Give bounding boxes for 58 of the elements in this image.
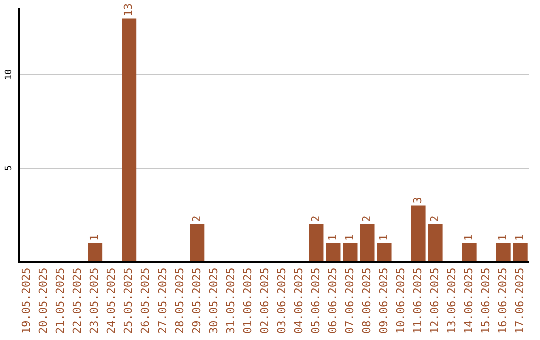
x-tick-label: 31.05.2025 — [224, 268, 238, 334]
x-tick-label: 07.06.2025 — [343, 268, 356, 334]
x-tick-label: 11.06.2025 — [411, 268, 424, 334]
x-tick-label: 10.06.2025 — [394, 268, 408, 334]
data-label: 2 — [360, 216, 374, 222]
x-tick-label: 15.06.2025 — [479, 268, 492, 334]
bar — [190, 224, 205, 262]
data-label: 1 — [343, 234, 356, 242]
x-tick-label: 25.05.2025 — [122, 268, 136, 334]
data-label: 1 — [462, 234, 476, 242]
bar — [462, 243, 477, 262]
x-tick-label: 19.05.2025 — [20, 268, 34, 334]
y-tick-label: 5 — [4, 166, 15, 172]
x-tick-label: 22.05.2025 — [71, 268, 84, 334]
data-label: 1 — [377, 234, 390, 242]
bar — [513, 243, 528, 262]
x-tick-label: 28.05.2025 — [173, 268, 186, 334]
x-tick-label: 12.06.2025 — [428, 268, 442, 334]
bar — [411, 206, 426, 262]
x-tick-label: 08.06.2025 — [360, 268, 374, 334]
x-tick-label: 06.06.2025 — [326, 268, 340, 334]
bar — [88, 243, 103, 262]
x-tick-label: 05.06.2025 — [309, 268, 322, 334]
data-label: 1 — [496, 234, 510, 242]
data-label: 13 — [122, 3, 136, 17]
x-tick-label: 16.06.2025 — [496, 268, 510, 334]
x-tick-label: 23.05.2025 — [88, 268, 102, 334]
bar — [428, 224, 443, 262]
x-tick-label: 14.06.2025 — [462, 268, 476, 334]
x-tick-label: 26.05.2025 — [139, 268, 152, 334]
x-tick-label: 01.06.2025 — [241, 268, 254, 334]
bar — [360, 224, 375, 262]
data-label: 1 — [326, 234, 340, 242]
bar — [326, 243, 341, 262]
x-tick-label: 17.06.2025 — [513, 268, 526, 334]
data-label: 2 — [309, 216, 322, 222]
bar — [122, 18, 137, 262]
data-label: 2 — [428, 216, 442, 222]
x-tick-label: 27.05.2025 — [156, 268, 170, 334]
x-tick-label: 21.05.2025 — [54, 268, 68, 334]
x-tick-label: 09.06.2025 — [377, 268, 390, 334]
x-tick-label: 30.05.2025 — [207, 268, 220, 334]
data-label: 1 — [88, 234, 102, 242]
bar — [309, 224, 324, 262]
x-tick-label: 29.05.2025 — [190, 268, 204, 334]
x-tick-label: 03.06.2025 — [275, 268, 288, 334]
x-tick-label: 24.05.2025 — [105, 268, 118, 334]
bar — [343, 243, 358, 262]
bar — [377, 243, 392, 262]
bar — [496, 243, 511, 262]
data-label: 2 — [190, 216, 204, 222]
x-tick-label: 04.06.2025 — [292, 268, 306, 334]
data-label: 3 — [411, 197, 424, 204]
x-tick-label: 20.05.2025 — [37, 268, 50, 334]
data-label: 1 — [513, 234, 526, 242]
x-tick-label: 02.06.2025 — [258, 268, 272, 334]
x-tick-label: 13.06.2025 — [445, 268, 458, 334]
y-tick-label: 10 — [4, 69, 15, 80]
